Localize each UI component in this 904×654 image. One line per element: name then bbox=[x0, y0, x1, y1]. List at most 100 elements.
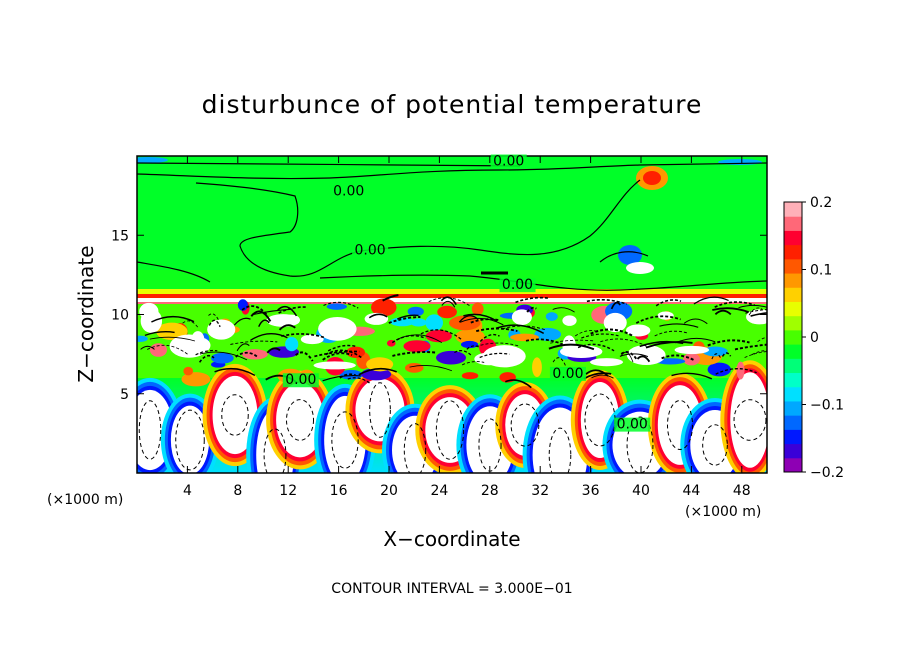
colorbar-ticks: 0.2 0.1 0 −0.1 −0.2 bbox=[802, 195, 844, 481]
field-cell bbox=[181, 372, 211, 387]
contour-segment bbox=[208, 313, 220, 321]
contour-segment bbox=[574, 330, 598, 337]
field-cell bbox=[276, 382, 324, 458]
contour-segment bbox=[241, 305, 268, 316]
field-cell bbox=[461, 372, 479, 380]
contour-segment bbox=[459, 317, 504, 326]
field-tropopause-red bbox=[137, 294, 767, 298]
contour-segment bbox=[347, 377, 372, 385]
field-cell bbox=[139, 302, 159, 320]
contour-segment bbox=[470, 318, 499, 324]
field-cell bbox=[366, 357, 394, 372]
colorbar-tick-label: −0.2 bbox=[810, 465, 844, 481]
field-cell bbox=[736, 361, 745, 380]
colorbar-band bbox=[784, 273, 802, 288]
contour-segment bbox=[712, 307, 750, 313]
contour-segment bbox=[182, 320, 199, 328]
contour-texture bbox=[138, 294, 767, 473]
colorbar-band bbox=[784, 386, 802, 402]
contour-segment bbox=[721, 352, 732, 357]
field-cell bbox=[371, 298, 397, 317]
contour-segment bbox=[751, 350, 767, 356]
x-tick-label: 36 bbox=[582, 483, 600, 499]
contour-segment bbox=[281, 333, 325, 339]
field-cell bbox=[562, 315, 577, 326]
contour-segment bbox=[748, 307, 763, 316]
colorbar-tick-label: 0.2 bbox=[810, 195, 832, 211]
contour-segment bbox=[198, 354, 215, 363]
contour-segment bbox=[661, 354, 696, 362]
contour-segment bbox=[277, 305, 298, 317]
colorbar-band bbox=[784, 329, 802, 345]
contour-loop bbox=[548, 427, 572, 473]
field-cell bbox=[283, 314, 300, 326]
contour-segment bbox=[590, 328, 635, 338]
colorbar-band bbox=[784, 230, 802, 246]
contour-segment bbox=[526, 306, 537, 313]
x-axis-ticks: 4 8 12 16 20 24 28 32 36 40 44 48 bbox=[183, 156, 751, 499]
contour-segment bbox=[388, 316, 421, 324]
field-cell bbox=[625, 324, 651, 337]
x-tick-label: 16 bbox=[330, 483, 348, 499]
field-cell bbox=[730, 372, 767, 468]
contour-segment bbox=[368, 313, 388, 319]
contour-segment bbox=[195, 349, 218, 356]
x-tick-label: 8 bbox=[233, 483, 242, 499]
contour-segment bbox=[738, 304, 767, 309]
contour-segment bbox=[396, 314, 419, 320]
contour-segment bbox=[208, 319, 221, 328]
contour-segment bbox=[295, 351, 314, 362]
contour-segment bbox=[552, 357, 566, 366]
contour-segment bbox=[583, 372, 612, 380]
field-cell bbox=[207, 319, 236, 340]
contour-segment bbox=[585, 369, 609, 377]
colorbar-band bbox=[784, 372, 802, 388]
contour-loop bbox=[331, 411, 359, 469]
contour-lines bbox=[137, 162, 767, 291]
contour-segment bbox=[236, 343, 250, 352]
field-cell bbox=[212, 375, 258, 455]
x-tick-label: 40 bbox=[632, 483, 650, 499]
colorbar-band bbox=[784, 443, 802, 459]
field-cell bbox=[471, 302, 484, 316]
colorbar-band bbox=[784, 216, 802, 231]
contour-interval-note: CONTOUR INTERVAL = 3.000E−01 bbox=[331, 581, 572, 597]
field-cell bbox=[364, 312, 389, 325]
field-cell bbox=[285, 337, 299, 352]
contour-segment bbox=[253, 308, 293, 316]
contour-segment bbox=[235, 351, 259, 358]
colorbar-band bbox=[784, 258, 802, 274]
contour-segment bbox=[382, 294, 399, 302]
colorbar-band bbox=[784, 244, 802, 260]
contour-loop bbox=[666, 399, 694, 451]
contour-segment bbox=[550, 339, 594, 344]
y-tick-label: 10 bbox=[111, 308, 129, 324]
contour-segment bbox=[504, 379, 532, 389]
colorbar-band bbox=[784, 315, 802, 331]
contour-segment bbox=[440, 296, 457, 306]
contour-loop bbox=[175, 409, 205, 471]
contour-segment bbox=[466, 345, 481, 350]
contour-segment bbox=[458, 315, 479, 323]
field-cell bbox=[405, 363, 424, 373]
contour-loop bbox=[733, 399, 767, 441]
contour-label: 0.00 bbox=[502, 277, 533, 293]
contour-segment bbox=[149, 336, 196, 342]
contour-segment bbox=[250, 310, 272, 322]
contour-segment bbox=[278, 306, 308, 314]
contour-segment bbox=[322, 352, 353, 361]
field-cell bbox=[183, 366, 194, 376]
contour-label-bg bbox=[282, 373, 319, 388]
contour-loop bbox=[138, 400, 162, 460]
contour-labels: 0.00 0.00 0.00 0.00 0.00 0.00 0.00 bbox=[282, 154, 651, 433]
x-tick-label: 44 bbox=[682, 483, 700, 499]
contour-label-bg bbox=[490, 154, 527, 169]
field-strat-band bbox=[137, 270, 767, 290]
colorbar: 0.2 0.1 0 −0.1 −0.2 bbox=[783, 195, 844, 481]
contour-segment bbox=[495, 324, 545, 335]
contour-segment bbox=[548, 343, 595, 351]
contour-segment bbox=[462, 361, 485, 366]
contour-segment bbox=[358, 367, 398, 376]
contour-segment bbox=[586, 298, 627, 305]
x-axis-label: X−coordinate bbox=[383, 527, 520, 551]
